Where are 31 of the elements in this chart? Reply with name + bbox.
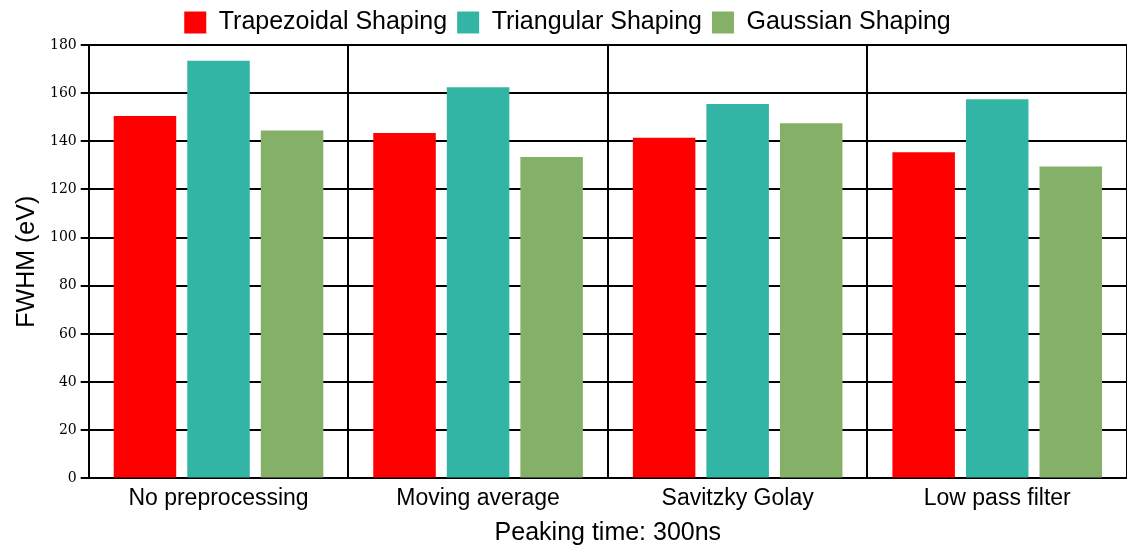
x-tick-label: No preprocessing bbox=[128, 483, 309, 510]
y-tick-label: 20 bbox=[58, 420, 77, 437]
bar bbox=[520, 156, 583, 478]
x-tick-label: Savitzky Golay bbox=[661, 483, 815, 510]
y-tick-label: 120 bbox=[49, 180, 77, 197]
bar bbox=[373, 132, 436, 478]
y-tick-label: 100 bbox=[49, 228, 77, 245]
y-tick-label: 160 bbox=[49, 83, 77, 100]
y-tick-label: 0 bbox=[67, 469, 77, 486]
bar bbox=[1039, 166, 1103, 478]
x-axis-title: Peaking time: 300ns bbox=[494, 516, 722, 545]
y-axis-title: FWHM (eV) bbox=[10, 195, 39, 328]
bar bbox=[187, 60, 250, 478]
bar bbox=[260, 130, 324, 478]
bar bbox=[965, 99, 1029, 478]
bar bbox=[446, 87, 510, 478]
y-tick-label: 140 bbox=[49, 131, 77, 148]
y-tick-label: 180 bbox=[49, 35, 77, 52]
y-tick-label: 40 bbox=[58, 372, 77, 389]
bar bbox=[779, 123, 843, 478]
y-tick-label: 60 bbox=[58, 324, 77, 341]
bar bbox=[892, 152, 955, 478]
x-tick-label: Moving average bbox=[396, 483, 560, 510]
bar bbox=[706, 103, 769, 478]
legend-label: Trapezoidal Shaping bbox=[218, 6, 448, 35]
bar bbox=[113, 116, 177, 478]
legend-label: Triangular Shaping bbox=[491, 6, 702, 35]
x-tick-label: Low pass filter bbox=[923, 483, 1072, 510]
bar bbox=[632, 137, 696, 478]
legend-label: Gaussian Shaping bbox=[746, 6, 951, 35]
y-tick-label: 80 bbox=[58, 276, 77, 293]
